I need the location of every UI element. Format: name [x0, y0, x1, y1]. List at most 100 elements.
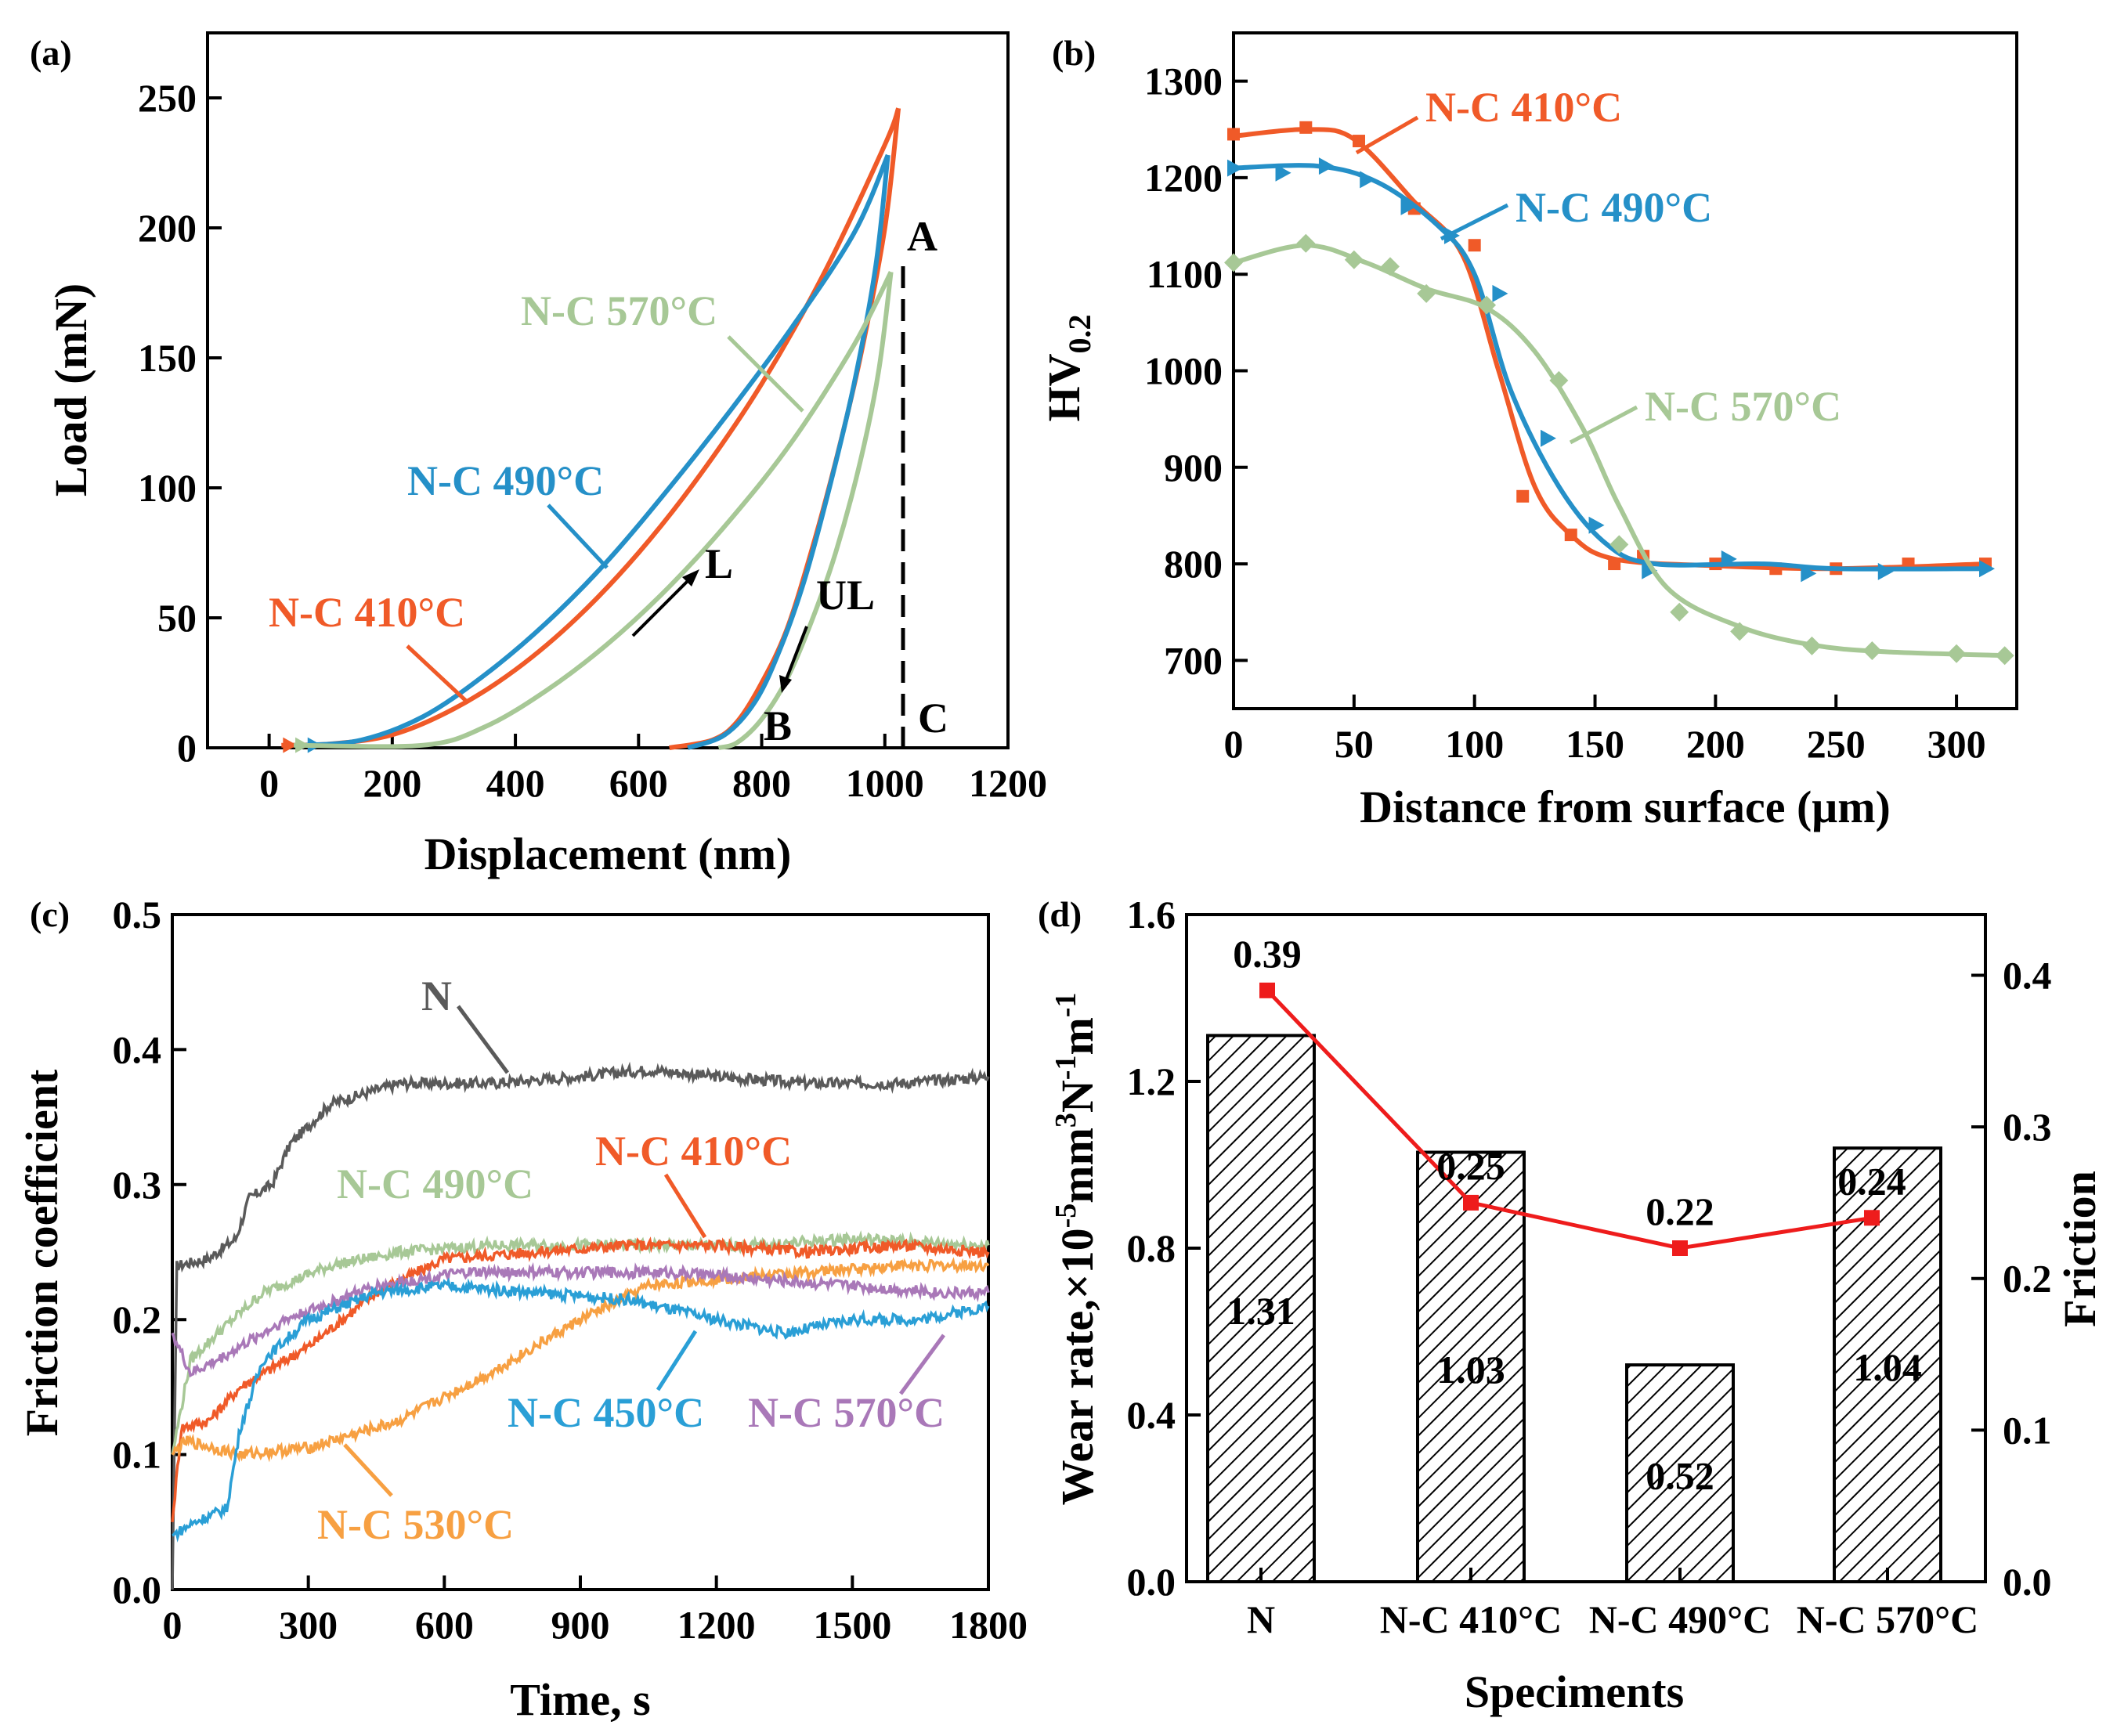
panel-a-label-nc410: N-C 410°C	[269, 589, 465, 636]
panel-a-y-tick-label: 0	[177, 726, 197, 770]
panel-b-y-label: HV0.2	[1039, 315, 1097, 422]
panel-b-x-ticks: 0 50 100 150 200 250 300	[1224, 695, 1986, 766]
panel-a-marker-0	[283, 737, 298, 753]
panel-d-y2-tick-label: 0.4	[2003, 953, 2052, 997]
panel-a-annotation-B: B	[764, 702, 792, 749]
panel-b-point	[1947, 644, 1967, 663]
panel-c-y-tick-label: 0.2	[113, 1297, 162, 1341]
panel-c-y-tick-label: 0.1	[113, 1433, 162, 1477]
panel-b-point	[1549, 370, 1569, 390]
panel-b-point	[1979, 560, 1995, 578]
panel-c-series-2	[171, 1229, 990, 1455]
panel-b-y-tick-label: 1200	[1144, 156, 1223, 200]
panel-d-bar-value-label: 1.31	[1226, 1289, 1295, 1333]
panel-b-point	[1477, 295, 1497, 315]
panel-a-y-tick-label: 200	[138, 206, 197, 250]
panel-d-friction-series: 0.39 0.25 0.22 0.24	[1233, 932, 1906, 1256]
panel-a-unloading-curve-0	[669, 107, 901, 750]
panel-d-x-tick-label: N-C 410°C	[1380, 1597, 1562, 1641]
panel-c-label-nc530: N-C 530°C	[317, 1501, 514, 1548]
panel-a-unloading-curve-2	[717, 272, 894, 750]
panel-c-label-nc410: N-C 410°C	[595, 1128, 792, 1175]
panel-b-y-tick-label: 800	[1164, 542, 1223, 586]
panel-b-point	[1360, 171, 1376, 189]
panel-d-friction-label: 0.25	[1436, 1144, 1505, 1188]
panel-a-y-ticks: 0 50 100 150 200 250	[138, 76, 222, 770]
panel-a-x-tick-label: 200	[363, 761, 421, 805]
panel-a-series	[281, 107, 901, 753]
panel-d-x-label: Speciments	[1465, 1666, 1684, 1717]
panel-b-point	[1608, 558, 1621, 571]
panel-b-point	[1995, 646, 2014, 666]
panel-c-label: (c)	[30, 894, 70, 934]
panel-c-x-tick-label: 600	[415, 1603, 474, 1647]
panel-d-y2-tick-label: 0.0	[2003, 1560, 2052, 1604]
panel-b-curve-2	[1233, 243, 2005, 659]
panel-a-pointer-nc490	[547, 503, 609, 569]
panel-c-x-tick-label: 0	[163, 1603, 182, 1647]
panel-b-point	[1801, 565, 1817, 583]
panel-d-y-tick-label: 0.0	[1127, 1560, 1176, 1604]
panel-b-label-nc410: N-C 410°C	[1425, 84, 1622, 131]
panel-d: (d) 0.0 0.4 0.8 1.2 1.6 0.0 0.1 0.2 0.3 0.4 1.31…	[1038, 893, 2105, 1717]
panel-d-bar-0	[1206, 1034, 1316, 1584]
panel-d-bar-3	[1833, 1146, 1942, 1583]
panel-b-y-tick-label: 1100	[1147, 252, 1223, 296]
panel-a-y-tick-label: 150	[138, 336, 197, 380]
panel-b-point	[1344, 250, 1364, 269]
panel-c-y-ticks: 0.0 0.1 0.2 0.3 0.4 0.5	[113, 893, 186, 1611]
panel-b-point	[1609, 535, 1629, 554]
panel-a-x-ticks: 0 200 400 600 800 1000 1200	[259, 734, 1047, 805]
panel-d-x-ticks: N N-C 410°C N-C 490°C N-C 570°C	[1247, 1568, 1978, 1641]
panel-b-x-tick-label: 100	[1445, 722, 1504, 766]
panel-a-x-tick-label: 0	[259, 761, 279, 805]
panel-c-label-nc490: N-C 490°C	[337, 1160, 533, 1207]
panel-c-pointer-nc570	[898, 1334, 946, 1395]
panel-c-x-tick-label: 900	[551, 1603, 610, 1647]
panel-d-bars: 1.31 1.03 0.52 1.04	[1206, 1034, 1942, 1584]
panel-b-y-tick-label: 1300	[1144, 60, 1223, 103]
panel-b-point	[1670, 602, 1689, 622]
panel-d-x-tick-label: N-C 490°C	[1589, 1597, 1771, 1641]
panel-b-point	[1400, 197, 1417, 215]
panel-a-loading-curve-1	[305, 153, 891, 748]
panel-b: (b) 0 50 100 150 200 250 300 700 800 900 1000 1100…	[1039, 31, 2018, 832]
panel-b-point	[1443, 226, 1460, 244]
panel-a-pointer-nc410	[406, 644, 468, 702]
panel-c-y-label: Friction coefficient	[16, 1069, 67, 1436]
panel-d-label: (d)	[1038, 894, 1082, 934]
panel-d-x-tick-label: N	[1247, 1597, 1275, 1641]
panel-b-point	[1224, 253, 1243, 272]
panel-d-friction-point	[1864, 1210, 1880, 1226]
panel-b-y-tick-label: 1000	[1144, 349, 1223, 393]
panel-a-x-tick-label: 600	[609, 761, 668, 805]
panel-a-annotation-L: L	[705, 540, 733, 587]
panel-d-friction-line	[1266, 989, 1873, 1251]
panel-b-label-nc490: N-C 490°C	[1515, 184, 1712, 231]
panel-d-y2-label: Friction	[2054, 1171, 2105, 1327]
panel-c-x-tick-label: 1500	[813, 1603, 891, 1647]
panel-b-point	[1877, 562, 1894, 580]
panel-b-point	[1730, 622, 1750, 641]
panel-d-y2-ticks: 0.0 0.1 0.2 0.3 0.4	[1971, 953, 2052, 1604]
panel-d-friction-point	[1259, 982, 1275, 998]
panel-b-point	[1417, 283, 1436, 303]
panel-c-x-tick-label: 300	[279, 1603, 338, 1647]
panel-b-point	[1468, 239, 1481, 252]
panel-d-bar-1	[1416, 1150, 1526, 1583]
panel-b-x-tick-label: 250	[1807, 722, 1866, 766]
panel-d-friction-point	[1463, 1194, 1479, 1211]
panel-c-pointer-nc530	[343, 1443, 393, 1497]
panel-d-friction-point	[1672, 1240, 1688, 1256]
panel-a-x-label: Displacement (nm)	[424, 828, 792, 879]
panel-b-pointer-nc410	[1355, 115, 1419, 155]
panel-d-y-tick-label: 1.6	[1127, 893, 1176, 937]
panel-b-curve-1	[1233, 163, 1986, 572]
panel-a-loading-curve-2	[294, 271, 894, 749]
panel-a-arrows	[631, 569, 808, 693]
panel-a-label-nc570: N-C 570°C	[521, 287, 717, 334]
panel-c-series-4	[171, 1257, 990, 1463]
panel-b-point	[1564, 529, 1577, 542]
panel-b-x-tick-label: 200	[1686, 722, 1745, 766]
